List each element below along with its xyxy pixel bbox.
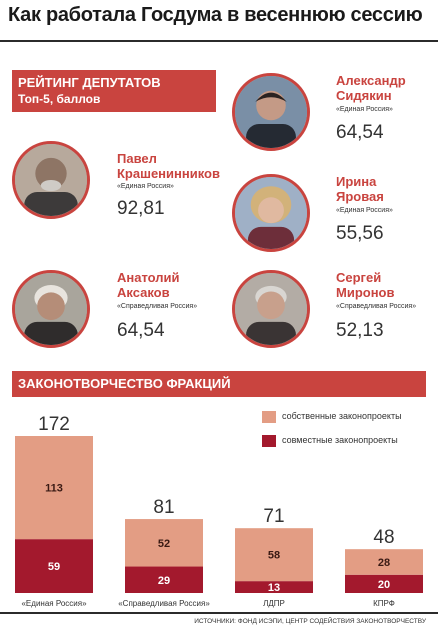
title-divider <box>0 40 438 42</box>
deputy-photo-yarovaya <box>232 174 310 252</box>
bar-value-label-own-0: 113 <box>45 483 63 495</box>
deputy-name-mironov: Сергей Миронов <box>336 270 395 300</box>
deputy-score-sidyakin: 64,54 <box>336 122 384 143</box>
bar-value-label-own-1: 52 <box>158 538 170 550</box>
category-label-2: ЛДПР <box>263 599 285 608</box>
legislation-bar-chart: 59 113 172 «Единая Россия» 29 52 81 «Справедлив… <box>15 414 423 608</box>
rating-subheading: Топ-5, баллов <box>18 92 101 106</box>
deputy-score-krasheninnikov: 92,81 <box>117 198 165 219</box>
source-note: ИСТОЧНИКИ: ФОНД ИСЭПИ, ЦЕНТР СОДЕЙСТВИЯ … <box>194 618 426 625</box>
bar-own-2 <box>235 528 313 582</box>
bar-joint-0 <box>15 539 93 593</box>
category-label-3: КПРФ <box>373 599 395 608</box>
deputy-photo-mironov <box>232 270 310 348</box>
legend-label-joint: совместные законопроекты <box>282 435 398 445</box>
deputy-name-krasheninnikov: Павел Крашенинников <box>117 151 220 181</box>
bar-value-label-own-3: 28 <box>378 557 390 569</box>
page-title: Как работала Госдума в весеннюю сессию <box>8 4 423 26</box>
chart-heading: ЗАКОНОТВОРЧЕСТВО ФРАКЦИЙ <box>12 371 426 397</box>
deputy-party-yarovaya: «Единая Россия» <box>336 207 393 214</box>
bar-value-label-joint-2: 13 <box>268 582 280 594</box>
deputy-photo-krasheninnikov <box>12 141 90 219</box>
deputy-name-sidyakin: Александр Сидякин <box>336 73 406 103</box>
deputy-score-mironov: 52,13 <box>336 320 384 341</box>
bar-own-1 <box>125 519 203 567</box>
deputy-score-aksakov: 64,54 <box>117 320 165 341</box>
bar-total-label-0: 172 <box>38 414 70 435</box>
bar-joint-3 <box>345 574 423 593</box>
legend-swatch-joint <box>262 435 276 447</box>
bar-joint-2 <box>235 581 313 593</box>
bar-total-label-3: 48 <box>373 527 394 548</box>
deputy-party-sidyakin: «Единая Россия» <box>336 106 393 113</box>
bar-value-label-joint-1: 29 <box>158 575 170 587</box>
bar-own-0 <box>15 436 93 540</box>
bar-joint-1 <box>125 566 203 593</box>
bar-value-label-own-2: 58 <box>268 550 280 562</box>
bar-value-label-joint-3: 20 <box>378 579 390 591</box>
deputy-party-mironov: «Справедливая Россия» <box>336 303 417 310</box>
deputy-party-aksakov: «Справедливая Россия» <box>117 303 198 310</box>
legend-swatch-own <box>262 411 276 423</box>
deputy-score-yarovaya: 55,56 <box>336 223 384 244</box>
deputy-photo-sidyakin <box>232 73 310 151</box>
deputy-party-krasheninnikov: «Единая Россия» <box>117 183 174 190</box>
legend-label-own: собственные законопроекты <box>282 411 402 421</box>
deputy-photo-aksakov <box>12 270 90 348</box>
bar-value-label-joint-0: 59 <box>48 561 60 573</box>
deputy-name-yarovaya: Ирина Яровая <box>336 174 384 204</box>
source-divider <box>0 612 438 614</box>
rating-heading: РЕЙТИНГ ДЕПУТАТОВ <box>18 75 161 90</box>
deputy-name-aksakov: Анатолий Аксаков <box>117 270 180 300</box>
bar-own-3 <box>345 549 423 575</box>
category-label-0: «Единая Россия» <box>21 599 87 608</box>
bar-total-label-2: 71 <box>263 506 284 527</box>
bar-total-label-1: 81 <box>153 497 174 518</box>
category-label-1: «Справедливая Россия» <box>118 599 210 608</box>
rating-banner: РЕЙТИНГ ДЕПУТАТОВ Топ-5, баллов <box>12 70 216 112</box>
